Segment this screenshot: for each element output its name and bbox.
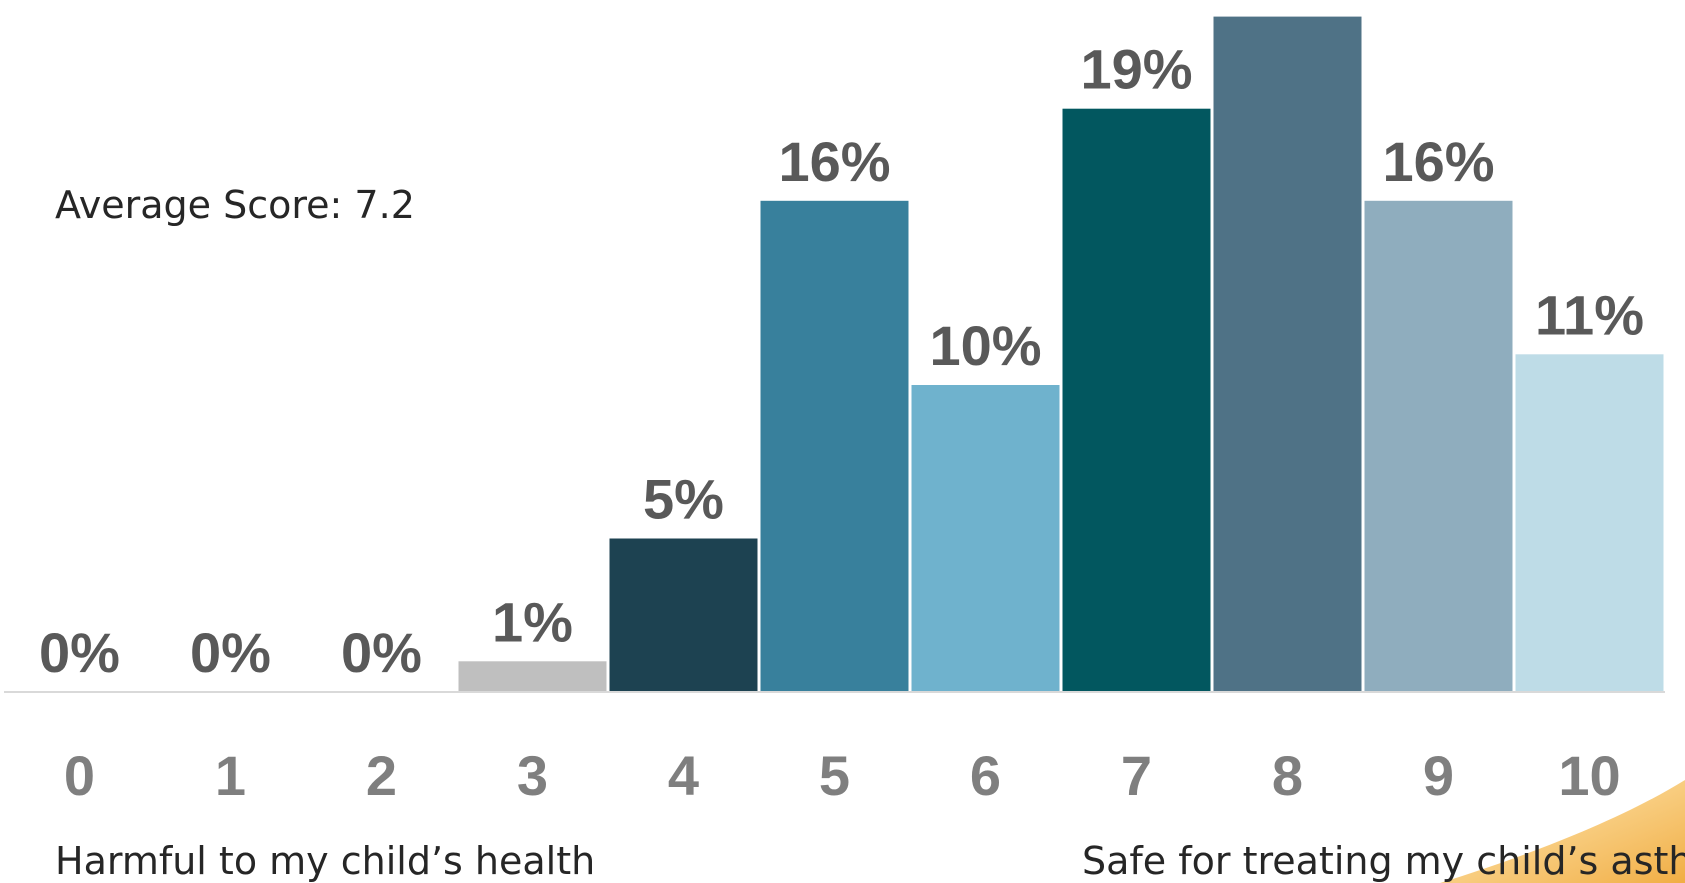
category-label-8: 8	[1272, 744, 1303, 807]
left-anchor-label: Harmful to my child’s health	[55, 839, 595, 883]
bar-9	[1364, 200, 1513, 693]
right-anchor-label: Safe for treating my child’s asthma	[1082, 839, 1685, 883]
category-label-7: 7	[1121, 744, 1152, 807]
value-label-5: 16%	[778, 130, 890, 193]
value-label-6: 10%	[929, 314, 1041, 377]
average-score-label: Average Score: 7.2	[55, 183, 415, 227]
category-label-3: 3	[517, 744, 548, 807]
bar-5	[760, 200, 909, 693]
value-label-0: 0%	[39, 621, 120, 684]
value-label-7: 19%	[1080, 38, 1192, 101]
value-label-10: 11%	[1535, 283, 1644, 346]
bars-layer	[458, 16, 1664, 693]
bar-3	[458, 661, 607, 692]
decorative-swoosh	[1440, 780, 1685, 883]
category-label-1: 1	[215, 744, 246, 807]
category-label-0: 0	[64, 744, 95, 807]
bar-6	[911, 385, 1060, 692]
category-label-6: 6	[970, 744, 1001, 807]
category-label-10: 10	[1558, 744, 1620, 807]
bar-8	[1213, 16, 1362, 693]
value-label-9: 16%	[1382, 130, 1494, 193]
category-labels-layer: 0 1 2 3 4 5 6 7 8 9 10	[64, 744, 1621, 807]
value-labels-layer: 0% 0% 0% 1% 5% 16% 10% 19% 22% 16% 11%	[39, 0, 1644, 684]
category-label-9: 9	[1423, 744, 1454, 807]
category-label-5: 5	[819, 744, 850, 807]
bar-7	[1062, 108, 1211, 692]
category-label-4: 4	[668, 744, 699, 807]
value-label-3: 1%	[492, 590, 573, 653]
bar-4	[609, 538, 758, 692]
value-label-2: 0%	[341, 621, 422, 684]
category-label-2: 2	[366, 744, 397, 807]
value-label-4: 5%	[643, 468, 724, 531]
bar-10	[1515, 354, 1664, 692]
value-label-8: 22%	[1231, 0, 1343, 9]
value-label-1: 0%	[190, 621, 271, 684]
